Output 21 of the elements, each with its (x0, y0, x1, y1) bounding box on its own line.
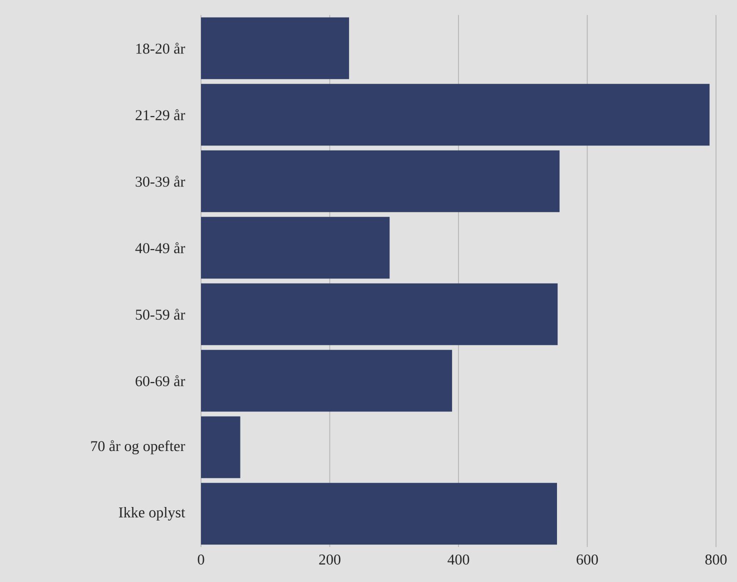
bar (201, 17, 350, 80)
y-tick-label: 70 år og opefter (91, 440, 186, 454)
y-tick-label: Ikke oplyst (118, 506, 186, 521)
y-tick-label: 60-69 år (136, 375, 186, 386)
bar (201, 283, 558, 346)
bar (201, 84, 710, 146)
bar (201, 416, 240, 478)
bar (201, 350, 452, 412)
x-tick-label: 800 (705, 554, 727, 565)
x-tick-label: 0 (198, 554, 204, 565)
x-tick-label: 200 (319, 554, 340, 565)
bar (201, 150, 560, 212)
y-tick-label: 21-29 år (136, 109, 186, 120)
bar (201, 482, 557, 545)
y-tick-label: 40-49 år (135, 242, 186, 254)
y-tick-label: 30-39 år (136, 176, 186, 187)
bar (201, 216, 390, 279)
y-tick-label: 18-20 år (136, 42, 186, 54)
x-tick-label: 400 (448, 554, 470, 565)
y-tick-label: 50-59 år (136, 308, 186, 320)
x-tick-label: 600 (576, 554, 598, 565)
